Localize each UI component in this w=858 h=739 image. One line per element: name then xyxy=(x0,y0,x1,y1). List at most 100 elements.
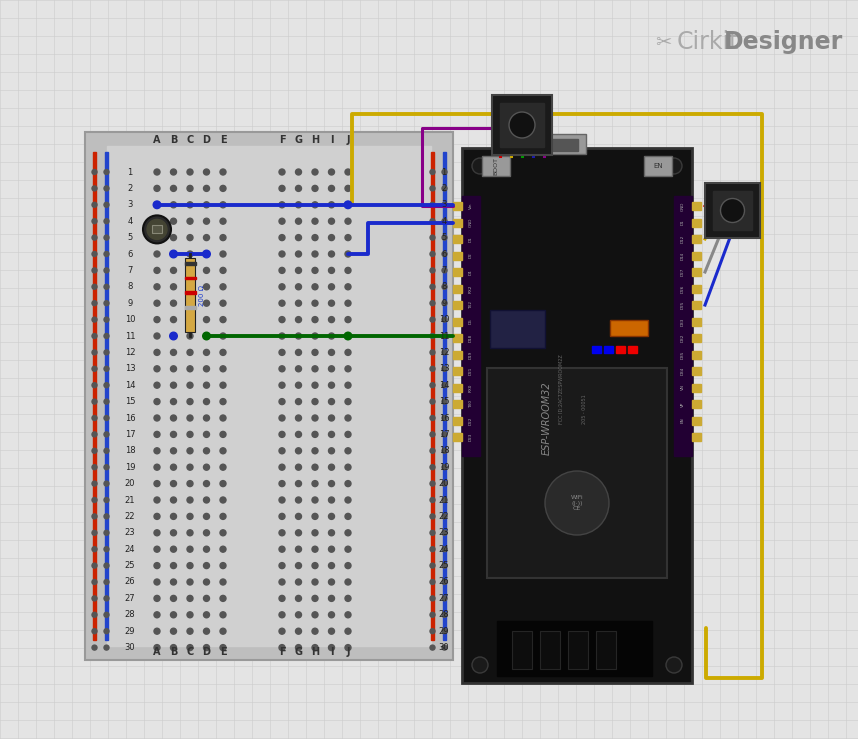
Circle shape xyxy=(220,415,226,421)
Text: 19: 19 xyxy=(124,463,136,471)
Circle shape xyxy=(312,415,318,421)
Text: Vin: Vin xyxy=(469,202,473,209)
Text: 7: 7 xyxy=(127,266,133,275)
Circle shape xyxy=(187,546,193,552)
Circle shape xyxy=(104,514,109,519)
Circle shape xyxy=(312,579,318,585)
Circle shape xyxy=(104,645,109,650)
Bar xyxy=(500,103,544,147)
Circle shape xyxy=(220,562,226,568)
Circle shape xyxy=(442,579,447,585)
Circle shape xyxy=(442,268,447,273)
Circle shape xyxy=(312,628,318,634)
Circle shape xyxy=(154,579,160,585)
Circle shape xyxy=(442,596,447,601)
Text: A: A xyxy=(154,647,160,657)
Bar xyxy=(692,334,701,342)
Circle shape xyxy=(171,284,177,290)
Circle shape xyxy=(279,284,285,290)
Circle shape xyxy=(345,284,351,290)
Text: EN: EN xyxy=(653,163,663,169)
Circle shape xyxy=(104,497,109,503)
Circle shape xyxy=(203,268,209,273)
Circle shape xyxy=(104,449,109,453)
Circle shape xyxy=(295,268,301,273)
Bar xyxy=(453,301,462,309)
Text: 13: 13 xyxy=(438,364,450,373)
Circle shape xyxy=(154,201,160,208)
Circle shape xyxy=(104,367,109,371)
Bar xyxy=(616,346,625,353)
Circle shape xyxy=(329,284,335,290)
Circle shape xyxy=(171,350,177,355)
Circle shape xyxy=(430,251,435,256)
Circle shape xyxy=(312,218,318,224)
Circle shape xyxy=(312,185,318,191)
Bar xyxy=(184,276,196,279)
Circle shape xyxy=(279,268,285,273)
Circle shape xyxy=(154,350,160,355)
Circle shape xyxy=(312,366,318,372)
Circle shape xyxy=(279,562,285,568)
Text: E: E xyxy=(220,135,227,145)
Bar xyxy=(674,196,692,456)
Circle shape xyxy=(472,657,488,673)
Text: J: J xyxy=(347,135,350,145)
Text: D18: D18 xyxy=(469,334,473,342)
Text: 13: 13 xyxy=(124,364,136,373)
Circle shape xyxy=(171,579,177,585)
Circle shape xyxy=(329,612,335,618)
Text: Cirkit: Cirkit xyxy=(677,30,740,54)
Text: 20: 20 xyxy=(124,479,136,488)
Circle shape xyxy=(104,563,109,568)
Circle shape xyxy=(329,464,335,470)
Circle shape xyxy=(203,185,209,191)
Bar xyxy=(592,346,601,353)
Circle shape xyxy=(171,530,177,536)
Bar xyxy=(462,196,480,456)
Text: ESP-WROOM32: ESP-WROOM32 xyxy=(542,381,552,455)
Circle shape xyxy=(154,284,160,290)
Bar xyxy=(105,152,108,640)
Circle shape xyxy=(442,629,447,634)
Text: 16: 16 xyxy=(438,414,450,423)
Circle shape xyxy=(430,186,435,191)
Circle shape xyxy=(430,219,435,224)
Bar xyxy=(490,310,545,348)
Text: 4: 4 xyxy=(441,217,447,225)
Circle shape xyxy=(171,169,177,175)
Circle shape xyxy=(721,199,745,222)
Circle shape xyxy=(279,579,285,585)
Circle shape xyxy=(104,317,109,322)
Circle shape xyxy=(92,333,97,338)
Circle shape xyxy=(329,579,335,585)
Circle shape xyxy=(171,251,177,257)
Circle shape xyxy=(170,333,178,340)
Circle shape xyxy=(312,612,318,618)
Bar xyxy=(713,191,752,230)
Circle shape xyxy=(154,251,160,257)
Circle shape xyxy=(344,201,352,208)
Circle shape xyxy=(279,169,285,175)
Circle shape xyxy=(295,398,301,404)
Text: D1: D1 xyxy=(469,236,473,242)
Circle shape xyxy=(154,333,160,339)
Circle shape xyxy=(329,333,335,339)
Circle shape xyxy=(92,367,97,371)
Circle shape xyxy=(203,628,209,634)
Text: 10: 10 xyxy=(124,315,136,324)
Circle shape xyxy=(154,366,160,372)
Circle shape xyxy=(295,464,301,470)
Circle shape xyxy=(312,333,318,339)
Circle shape xyxy=(279,218,285,224)
Circle shape xyxy=(312,514,318,520)
Circle shape xyxy=(92,251,97,256)
Circle shape xyxy=(220,497,226,503)
Circle shape xyxy=(312,316,318,323)
Text: TX2: TX2 xyxy=(469,301,473,309)
Circle shape xyxy=(220,612,226,618)
Circle shape xyxy=(295,546,301,552)
Circle shape xyxy=(345,530,351,536)
Text: ✂: ✂ xyxy=(655,33,671,52)
Text: D25: D25 xyxy=(681,301,685,309)
